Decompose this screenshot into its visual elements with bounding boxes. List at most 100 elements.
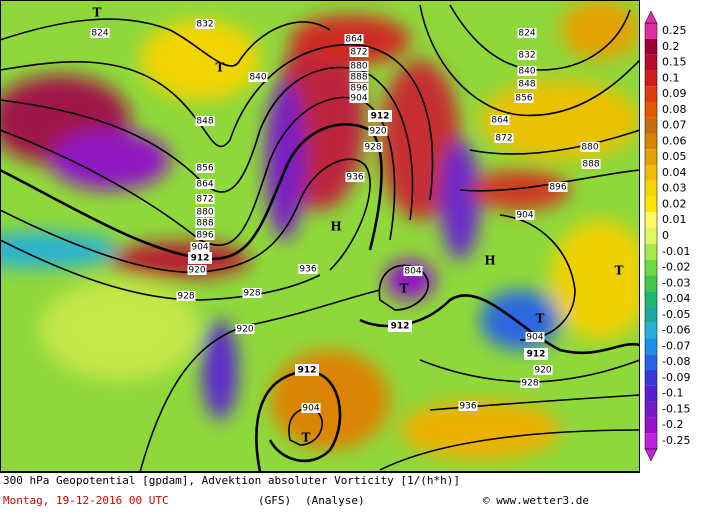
contour-label-bg [195, 207, 215, 217]
colorbar-swatch [645, 180, 657, 197]
contour-label-bg [242, 288, 262, 298]
contour-label: 856 [515, 94, 532, 104]
colorbar-swatch [645, 86, 657, 102]
colorbar-swatch [645, 338, 657, 355]
contour-label-bg [301, 403, 321, 413]
contour-label-bg [580, 142, 600, 152]
contour-label: 832 [518, 51, 535, 61]
contour-label-bg [494, 133, 514, 143]
colorbar: 0.25 0.2 0.15 0.1 0.09 0.08 0.07 0.06 0.05 0.04 0.… [644, 10, 690, 462]
contour-label: 888 [196, 219, 213, 229]
contour-label-bg [195, 194, 215, 204]
contour-label-bg [388, 320, 412, 332]
contour-label: 896 [549, 183, 566, 193]
colorbar-swatch [645, 243, 657, 260]
contour-label-bg [344, 34, 364, 44]
contour-label: 920 [236, 325, 253, 335]
colorbar-swatch [645, 23, 657, 39]
contour-label-bg [195, 116, 215, 126]
colorbar-swatch [645, 291, 657, 307]
contour-label-bg [368, 110, 392, 122]
contour-label-bg [195, 163, 215, 173]
contour-label-bg [520, 378, 540, 388]
pressure-center: H [484, 254, 495, 268]
date: Montag, 19-12-2016 00 UTC [3, 494, 169, 507]
colorbar-arrow-top [644, 10, 658, 24]
contour-label-bg [248, 72, 268, 82]
contour-label-bg [190, 242, 210, 252]
contour-label-bg [548, 182, 568, 192]
colorbar-tick-label: 0.09 [662, 87, 687, 100]
contour-label-bg [295, 364, 319, 376]
colorbar-swatch [645, 54, 657, 71]
map-field: 8248328408488568648728808888969049129209… [0, 0, 640, 472]
contour-label: 920 [369, 127, 386, 137]
contour-labels: 8248328408488568648728808888969049129209… [90, 6, 624, 445]
contour-label: 904 [350, 94, 367, 104]
contour-label: 832 [196, 20, 213, 30]
colorbar-tick-label: -0.08 [662, 355, 690, 368]
colorbar-swatch [645, 165, 657, 181]
contour-label: 872 [350, 48, 367, 58]
colorbar-tick-label: -0.02 [662, 261, 690, 274]
colorbar-swatch [645, 417, 657, 434]
contour-label: 920 [534, 366, 551, 376]
colorbar-swatch [645, 401, 657, 418]
contour-label-bg [363, 142, 383, 152]
contour-label: 904 [302, 404, 319, 414]
contour-label-bg [345, 172, 365, 182]
contour-label: 912 [298, 366, 317, 376]
map-frame [0, 0, 640, 472]
contour-label: 880 [196, 208, 213, 218]
colorbar-tick-label: -0.1 [662, 387, 683, 400]
pressure-center: T [93, 6, 102, 20]
colorbar-swatch [645, 196, 657, 213]
contour-label: 888 [350, 73, 367, 83]
colorbar-swatch [645, 149, 657, 166]
contour-label-bg [533, 365, 553, 375]
contour-label-bg [349, 83, 369, 93]
model: (GFS) [258, 494, 291, 507]
contour-label: 864 [491, 116, 508, 126]
colorbar-swatch [645, 212, 657, 229]
colorbar-swatch [645, 133, 657, 150]
contour-label: 848 [196, 117, 213, 127]
colorbar-tick-label: -0.04 [662, 292, 690, 305]
colorbar-swatch [645, 228, 657, 244]
colorbar-tick-label: -0.07 [662, 339, 690, 352]
contour-label: 888 [582, 160, 599, 170]
contour-label-bg [195, 19, 215, 29]
contour-label-bg [515, 210, 535, 220]
contour-label: 824 [518, 29, 535, 39]
contour-label-bg [349, 61, 369, 71]
colorbar-tick-label: -0.25 [662, 434, 690, 447]
colorbar-swatch [645, 385, 657, 402]
colorbar-frame [644, 22, 658, 450]
contour-label: 912 [391, 322, 410, 332]
contour-label-bg [458, 401, 478, 411]
colorbar-swatch [645, 117, 657, 134]
pressure-center: T [302, 431, 311, 445]
contour-label-bg [349, 47, 369, 57]
pressure-center: T [536, 312, 545, 326]
colorbar-tick-label: -0.06 [662, 324, 690, 337]
colorbar-swatch [645, 275, 657, 292]
contour-label-bg [525, 332, 545, 342]
contour-label-bg [195, 230, 215, 240]
contour-label: 904 [191, 243, 208, 253]
pressure-center: T [216, 61, 225, 75]
colorbar-tick-label: 0.08 [662, 103, 687, 116]
caption: 300 hPa Geopotential [gpdam], Advektion … [3, 474, 460, 487]
contour-label-bg [349, 93, 369, 103]
contour-label: 936 [346, 173, 363, 183]
contour-label: 872 [196, 195, 213, 205]
colorbar-tick-label: 0 [662, 229, 669, 242]
contour-label: 928 [521, 379, 538, 389]
contour-label-bg [581, 159, 601, 169]
contour-label: 848 [518, 80, 535, 90]
colorbar-tick-label: 0.25 [662, 24, 687, 37]
contour-label: 804 [404, 267, 421, 277]
colorbar-tick-label: 0.02 [662, 197, 687, 210]
colorbar-swatch [645, 101, 657, 118]
contour-label: 840 [249, 73, 266, 83]
